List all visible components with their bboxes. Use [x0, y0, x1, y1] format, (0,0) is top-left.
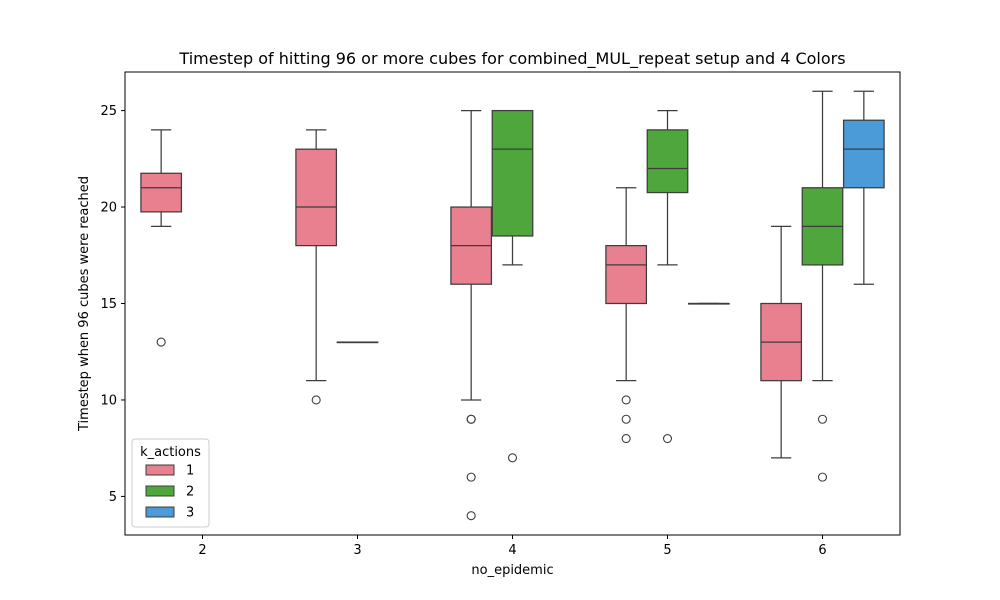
plot-area: [140, 90, 885, 521]
box-group-3-6: [842, 90, 885, 285]
x-tick-label: 3: [353, 543, 361, 558]
axes: 5 10 15 20 25 2 3 4 5 6: [100, 104, 826, 558]
outlier-point: [621, 395, 631, 405]
outlier-point: [817, 472, 828, 482]
box-group-2-3: [336, 341, 379, 344]
legend-label-2: 2: [186, 485, 194, 500]
outlier-point: [662, 433, 673, 444]
legend-swatch-3: [145, 506, 175, 518]
outlier-point: [466, 511, 476, 521]
box-group-2-6: [801, 90, 844, 482]
box-group-3-5: [687, 302, 730, 305]
legend-label-1: 1: [186, 464, 194, 479]
box: [140, 172, 183, 213]
outlier-point: [507, 453, 518, 463]
outlier-point: [466, 472, 476, 482]
box-group-1-5: [605, 187, 648, 444]
x-axis-label: no_epidemic: [471, 563, 553, 578]
legend: k_actions 1 2 3: [131, 438, 210, 528]
y-tick-label: 10: [100, 393, 117, 408]
box-group-2-5: [646, 109, 689, 444]
box: [842, 119, 885, 189]
y-tick-label: 5: [109, 490, 117, 505]
x-tick-label: 2: [198, 543, 206, 558]
box-group-1-3: [295, 129, 338, 405]
outlier-point: [817, 414, 828, 424]
x-tick-label: 6: [818, 543, 826, 558]
box-group-2-4: [491, 109, 534, 463]
outlier-point: [621, 414, 631, 424]
box-group-1-4: [450, 109, 493, 521]
outlier-point: [156, 337, 166, 347]
legend-title: k_actions: [140, 445, 201, 460]
legend-swatch-1: [145, 464, 175, 476]
chart-title: Timestep of hitting 96 or more cubes for…: [178, 49, 845, 69]
box: [295, 148, 338, 247]
outlier-point: [466, 414, 476, 424]
box: [605, 245, 648, 305]
y-tick-label: 20: [100, 201, 117, 216]
box: [491, 109, 534, 237]
box: [646, 129, 689, 194]
y-tick-label: 25: [100, 104, 117, 119]
x-tick-label: 4: [508, 543, 516, 558]
box-group-1-6: [760, 225, 803, 459]
legend-frame: [131, 438, 210, 528]
x-tick-label: 5: [663, 543, 671, 558]
legend-label-3: 3: [186, 506, 194, 521]
outlier-point: [311, 395, 321, 405]
outlier-point: [621, 433, 631, 444]
y-axis-label: Timestep when 96 cubes were reached: [77, 176, 92, 432]
legend-swatch-2: [145, 485, 175, 497]
y-tick-label: 15: [100, 297, 117, 312]
box-group-1-2: [140, 129, 183, 347]
